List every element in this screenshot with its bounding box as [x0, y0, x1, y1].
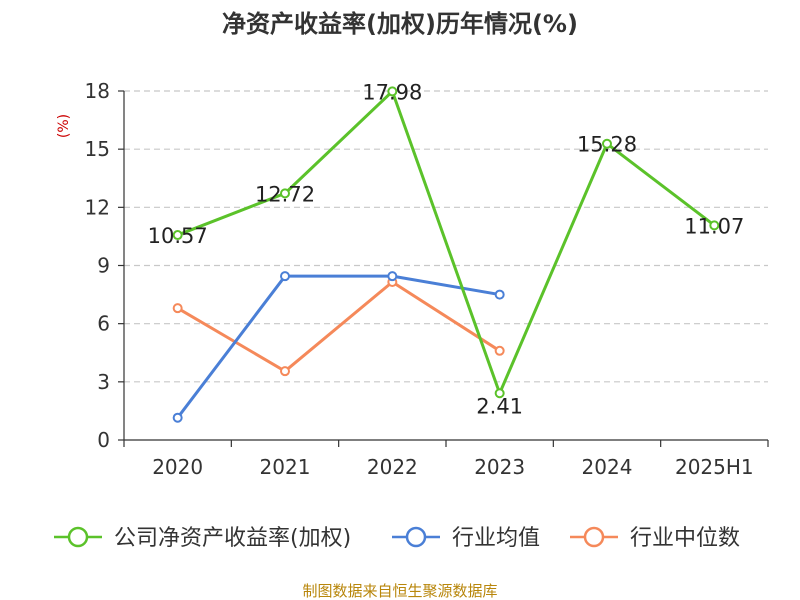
y-tick-label-0: 0: [97, 428, 110, 452]
x-tick-label-2023: 2023: [474, 455, 525, 479]
legend: 公司净资产收益率(加权) 行业均值 行业中位数: [54, 526, 740, 551]
data-label-0: 10.57: [148, 224, 208, 248]
y-tick-label-12: 12: [85, 195, 110, 219]
grid-lines: [124, 90, 768, 383]
data-point-1-0: [172, 412, 183, 423]
data-point-1-3: [494, 289, 505, 300]
data-point-2-3: [494, 345, 505, 356]
x-tick-label-2024: 2024: [582, 455, 633, 479]
y-tick-label-18: 18: [85, 79, 110, 103]
data-point-0-5: [709, 220, 720, 231]
data-point-0-2: [387, 86, 398, 97]
data-label-1: 12.72: [255, 182, 315, 206]
data-point-2-1: [280, 366, 290, 377]
x-tick-label-2025H1: 2025H1: [675, 455, 754, 479]
x-tick-label-2021: 2021: [260, 455, 311, 479]
data-point-0-0: [172, 230, 183, 241]
data-label-5: 11.07: [684, 214, 744, 238]
series-group: [172, 86, 720, 423]
series-line-0: [177, 89, 716, 395]
y-tick-label-3: 3: [97, 370, 110, 394]
y-axis-unit: (%): [56, 114, 72, 138]
footer-source: 制图数据来自恒生聚源数据库: [302, 582, 497, 600]
y-tick-label-15: 15: [85, 137, 110, 161]
x-tick-label-2020: 2020: [152, 455, 203, 479]
legend-label-2: 行业中位数: [630, 526, 740, 551]
data-point-2-0: [172, 303, 183, 314]
legend-label-0: 公司净资产收益率(加权): [114, 526, 351, 551]
y-tick-label-9: 9: [97, 254, 110, 278]
legend-marker-0: [67, 526, 89, 548]
axes: 0 3 6 9 12 15 18 2020 2021 2022 2023 2024 2025H1: [85, 79, 769, 479]
legend-marker-1: [405, 526, 427, 548]
x-tick-label-2022: 2022: [367, 455, 418, 479]
data-point-0-3: [494, 388, 505, 399]
data-point-0-4: [602, 138, 612, 149]
series-line-1: [176, 274, 500, 419]
series-line-2: [176, 280, 501, 373]
data-label-4: 15.28: [577, 133, 637, 157]
data-labels: 10.57 12.72 17.98 2.41 15.28 11.07: [148, 80, 745, 418]
data-point-0-1: [280, 188, 290, 199]
chart-title: 净资产收益率(加权)历年情况(%): [222, 10, 578, 38]
legend-marker-2: [583, 526, 605, 548]
data-label-3: 2.41: [476, 394, 523, 418]
y-tick-label-6: 6: [97, 312, 110, 336]
legend-label-1: 行业均值: [452, 526, 540, 551]
data-point-1-1: [280, 271, 290, 282]
data-label-2: 17.98: [362, 80, 422, 104]
data-point-1-2: [387, 271, 398, 282]
